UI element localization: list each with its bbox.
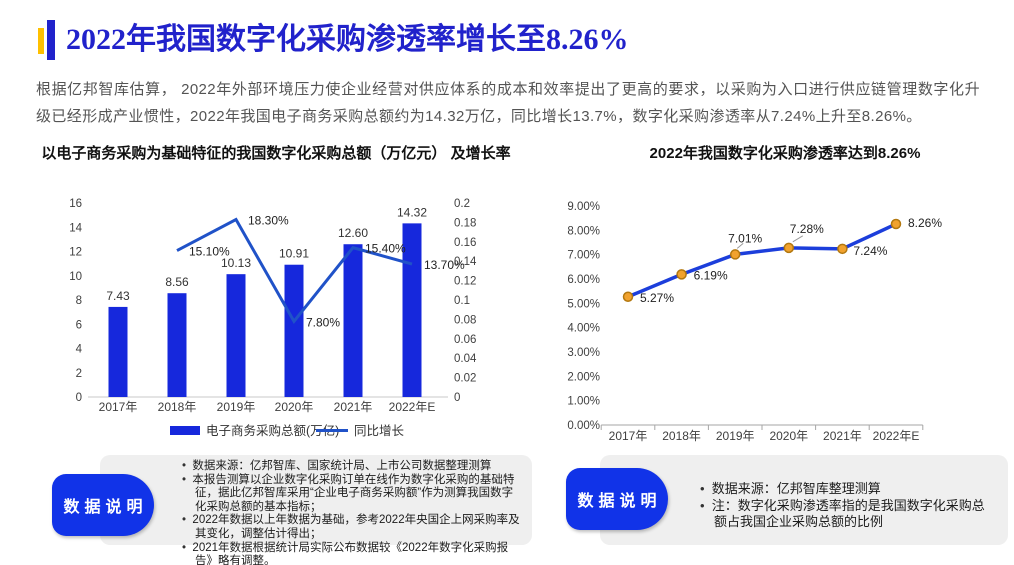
left-axis-tick: 0 bbox=[76, 392, 82, 404]
procurement-total-bar-line-chart: 0 2 4 6 8 10 12 14 16 0 0.02 0.04 0.06 0.08 0.1 0.12 0.1… bbox=[69, 198, 477, 438]
line-value-label: 5.27% bbox=[640, 291, 674, 305]
x-axis-label: 2022年E bbox=[389, 400, 436, 414]
right-axis-tick: 0.18 bbox=[454, 217, 476, 229]
bar bbox=[343, 244, 363, 397]
bullet-item: 2021年数据根据统计局实际公布数据较《2022年数字化采购报告》略有调整。 bbox=[182, 542, 522, 565]
line-value-label: 15.40% bbox=[365, 242, 406, 256]
y-axis-tick: 3.00% bbox=[567, 347, 600, 359]
y-axis-tick: 2.00% bbox=[567, 371, 600, 383]
bullet-item: 数据来源：亿邦智库、国家统计局、上市公司数据整理测算 bbox=[182, 460, 522, 474]
data-point-marker bbox=[729, 249, 741, 260]
x-axis-label: 2018年 bbox=[662, 429, 701, 443]
data-point-marker bbox=[676, 269, 687, 280]
x-axis-label: 2017年 bbox=[99, 400, 138, 414]
left-axis-tick: 12 bbox=[69, 247, 82, 259]
bullet-item: 数据来源：亿邦智库整理测算 bbox=[700, 481, 994, 498]
data-point-marker bbox=[783, 242, 795, 254]
bullet-item: 2022年数据以上年数据为基础，参考2022年央国企上网采购率及其变化，调整估计… bbox=[182, 514, 522, 541]
left-axis-tick: 8 bbox=[76, 295, 82, 307]
right-axis-tick: 0.02 bbox=[454, 373, 476, 385]
bar bbox=[167, 293, 187, 397]
y-axis-tick: 6.00% bbox=[567, 274, 600, 286]
data-note-list-right: 数据来源：亿邦智库整理测算注：数字化采购渗透率指的是我国数字化采购总额占我国企业… bbox=[700, 481, 994, 531]
y-axis-tick: 8.00% bbox=[567, 225, 600, 237]
data-note-badge-right: 数据说明 bbox=[566, 468, 668, 530]
title-accent-blue-bar bbox=[47, 20, 55, 60]
right-axis-tick: 0.1 bbox=[454, 295, 470, 307]
x-axis-label: 2020年 bbox=[275, 400, 314, 414]
left-axis-tick: 2 bbox=[76, 368, 82, 380]
line-value-label: 13.70% bbox=[424, 258, 465, 272]
bar-value-label: 14.32 bbox=[397, 205, 427, 219]
line-value-label: 8.26% bbox=[908, 216, 942, 230]
x-axis-label: 2019年 bbox=[716, 429, 755, 443]
left-axis-tick: 10 bbox=[69, 271, 82, 283]
left-axis-tick: 4 bbox=[76, 344, 83, 356]
legend-line-label: 同比增长 bbox=[354, 423, 405, 438]
penetration-rate-line-chart: 0.00% 1.00% 2.00% 3.00% 4.00% 5.00% 6.00% 7.00%… bbox=[567, 201, 942, 443]
data-point-marker bbox=[890, 218, 902, 230]
penetration-line bbox=[627, 222, 897, 299]
label-leader-line bbox=[792, 235, 804, 243]
x-axis-label: 2017年 bbox=[609, 429, 648, 443]
x-axis-label: 2018年 bbox=[158, 400, 197, 414]
bar-value-label: 7.43 bbox=[106, 289, 130, 303]
growth-line bbox=[176, 217, 413, 325]
legend-bar-swatch bbox=[170, 426, 200, 435]
left-axis-tick: 14 bbox=[69, 222, 82, 234]
y-axis-tick: 4.00% bbox=[567, 323, 600, 335]
data-note-list-left: 数据来源：亿邦智库、国家统计局、上市公司数据整理测算本报告测算以企业数字化采购订… bbox=[182, 460, 522, 565]
bar-value-label: 12.60 bbox=[338, 226, 368, 240]
y-axis-tick: 5.00% bbox=[567, 298, 600, 310]
y-axis-tick: 7.00% bbox=[567, 250, 600, 262]
x-axis-label: 2019年 bbox=[217, 400, 256, 414]
right-axis-tick: 0.14 bbox=[454, 256, 477, 268]
x-axis-label: 2020年 bbox=[769, 429, 808, 443]
right-axis-tick: 0.2 bbox=[454, 198, 470, 210]
x-axis-label: 2021年 bbox=[823, 429, 862, 443]
legend-bar-label: 电子商务采购总额(万亿) bbox=[206, 423, 339, 438]
right-axis-tick: 0.16 bbox=[454, 237, 476, 249]
line-value-label: 18.30% bbox=[248, 213, 289, 227]
data-note-panel-right: 数据来源：亿邦智库整理测算注：数字化采购渗透率指的是我国数字化采购总额占我国企业… bbox=[600, 455, 1008, 545]
data-note-panel-left: 数据来源：亿邦智库、国家统计局、上市公司数据整理测算本报告测算以企业数字化采购订… bbox=[100, 455, 532, 565]
line-value-label: 7.28% bbox=[790, 222, 824, 236]
label-leader-line bbox=[736, 243, 744, 249]
x-axis-label: 2022年E bbox=[873, 429, 920, 443]
bullet-item: 本报告测算以企业数字化采购订单在线作为数字化采购的基础特征，据此亿邦智库采用“企… bbox=[182, 474, 522, 515]
right-axis-tick: 0.06 bbox=[454, 334, 476, 346]
line-value-label: 6.19% bbox=[694, 268, 728, 282]
intro-paragraph: 根据亿邦智库估算， 2022年外部环境压力使企业经营对供应体系的成本和效率提出了… bbox=[36, 81, 980, 125]
data-point-marker bbox=[837, 243, 848, 255]
right-axis-tick: 0.04 bbox=[454, 353, 477, 365]
left-axis-tick: 6 bbox=[76, 319, 82, 331]
line-value-label: 7.24% bbox=[853, 244, 887, 258]
bar bbox=[226, 274, 246, 397]
bullet-item: 注：数字化采购渗透率指的是我国数字化采购总额占我国企业采购总额的比例 bbox=[700, 498, 994, 531]
line-value-label: 15.10% bbox=[189, 245, 230, 259]
page-title: 2022年我国数字化采购渗透率增长至8.26% bbox=[66, 23, 629, 56]
right-axis-tick: 0 bbox=[454, 392, 460, 404]
bar bbox=[284, 264, 304, 397]
left-chart-title: 以电子商务采购为基础特征的我国数字化采购总额（万亿元） 及增长率 bbox=[41, 145, 511, 162]
y-axis-tick: 1.00% bbox=[567, 396, 600, 408]
left-axis-tick: 16 bbox=[69, 198, 82, 210]
line-value-label: 7.80% bbox=[306, 315, 340, 329]
bar bbox=[402, 223, 422, 397]
right-axis-tick: 0.12 bbox=[454, 276, 476, 288]
bar-value-label: 10.91 bbox=[279, 247, 309, 261]
y-axis-tick: 0.00% bbox=[567, 420, 600, 432]
right-axis-tick: 0.08 bbox=[454, 314, 476, 326]
y-axis-tick: 9.00% bbox=[567, 201, 600, 213]
line-value-label: 7.01% bbox=[728, 231, 762, 245]
bar bbox=[108, 306, 128, 397]
data-note-badge-left: 数据说明 bbox=[52, 474, 154, 536]
data-point-marker bbox=[622, 291, 634, 303]
title-accent-yellow-bar bbox=[38, 28, 44, 54]
bar-value-label: 10.13 bbox=[221, 256, 251, 270]
right-chart-title: 2022年我国数字化采购渗透率达到8.26% bbox=[649, 145, 921, 162]
x-axis-label: 2021年 bbox=[334, 400, 373, 414]
bar-value-label: 8.56 bbox=[165, 275, 189, 289]
